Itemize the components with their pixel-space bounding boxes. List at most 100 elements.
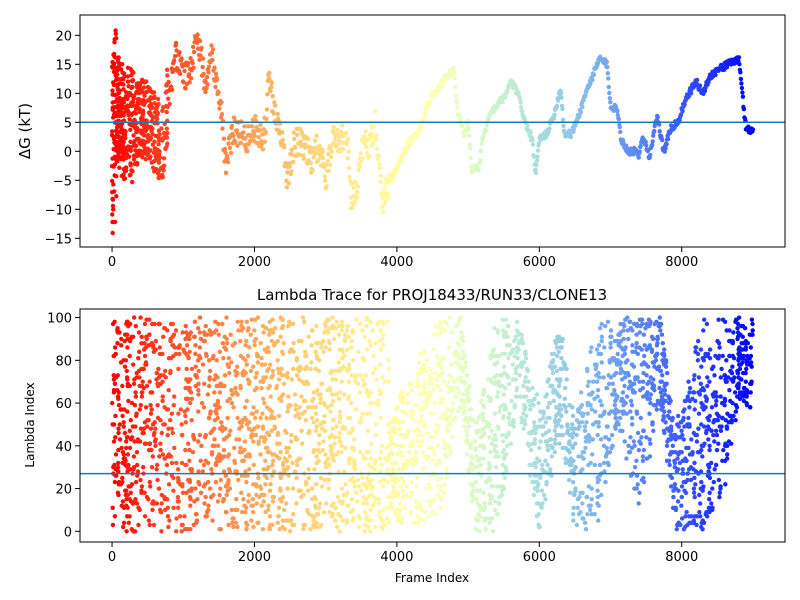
bottom-data-point (334, 424, 339, 429)
bottom-data-point (203, 494, 208, 500)
top-data-point (353, 181, 359, 186)
bottom-data-point (362, 522, 368, 528)
bottom-data-point (552, 450, 557, 455)
top-data-point (263, 130, 269, 135)
bottom-data-point (305, 488, 311, 493)
top-data-point (114, 36, 119, 41)
top-data-point (154, 114, 159, 119)
bottom-data-point (516, 341, 522, 346)
top-data-point (303, 145, 308, 150)
bottom-data-point (269, 409, 275, 414)
top-data-point (127, 154, 132, 159)
bottom-data-point (713, 390, 718, 395)
top-y-tick-label: 20 (55, 29, 72, 44)
bottom-data-point (315, 388, 320, 393)
bottom-data-point (599, 334, 605, 339)
bottom-data-point (297, 415, 302, 421)
top-data-point (422, 110, 428, 116)
top-data-point (153, 155, 159, 160)
bottom-data-point (450, 418, 455, 423)
bottom-data-point (364, 497, 369, 502)
bottom-data-point (492, 507, 498, 513)
bottom-data-point (112, 345, 118, 350)
top-data-point (114, 68, 120, 74)
bottom-data-point (487, 435, 492, 440)
bottom-data-point (119, 336, 124, 342)
top-data-point (519, 108, 525, 114)
bottom-data-point (403, 411, 409, 416)
bottom-data-point (377, 469, 383, 474)
bottom-data-point (186, 379, 191, 384)
bottom-data-point (736, 385, 741, 391)
bottom-data-point (281, 341, 286, 346)
bottom-data-point (400, 467, 405, 472)
bottom-data-point (137, 375, 142, 380)
bottom-data-point (148, 484, 153, 489)
bottom-data-point (246, 381, 252, 386)
bottom-data-point (339, 366, 344, 372)
bottom-data-point (397, 426, 403, 431)
bottom-data-point (129, 482, 135, 487)
bottom-data-point (734, 405, 740, 410)
bottom-data-point (293, 407, 299, 412)
top-data-point (379, 204, 385, 210)
bottom-data-point (520, 341, 526, 346)
bottom-data-point (559, 424, 564, 429)
bottom-data-point (332, 441, 337, 446)
bottom-data-point (128, 418, 133, 423)
bottom-data-point (266, 332, 272, 337)
bottom-data-point (159, 529, 164, 534)
bottom-data-point (605, 460, 611, 466)
bottom-data-point (545, 443, 550, 448)
top-data-point (238, 140, 244, 146)
bottom-data-point (378, 347, 384, 352)
bottom-data-point (490, 353, 495, 359)
bottom-data-point (147, 379, 152, 384)
bottom-data-point (557, 418, 562, 423)
bottom-data-point (238, 338, 243, 344)
top-data-point (346, 149, 351, 154)
top-x-tick-label: 2000 (238, 255, 271, 270)
bottom-data-point (487, 520, 492, 525)
bottom-data-point (374, 377, 379, 382)
bottom-data-point (237, 450, 242, 455)
top-data-point (122, 132, 128, 137)
bottom-data-point (253, 375, 258, 380)
bottom-data-point (276, 514, 281, 519)
bottom-data-point (641, 479, 647, 485)
bottom-data-point (254, 492, 259, 498)
bottom-data-point (682, 407, 687, 412)
bottom-data-point (214, 328, 219, 333)
bottom-data-point (517, 373, 523, 378)
bottom-data-point (570, 445, 576, 451)
top-data-point (295, 132, 300, 137)
top-data-point (243, 136, 248, 141)
bottom-data-point (424, 405, 429, 410)
bottom-data-point (147, 317, 152, 322)
top-data-point (291, 130, 296, 135)
bottom-data-point (166, 356, 172, 361)
bottom-data-point (413, 450, 419, 455)
bottom-data-point (489, 428, 494, 433)
bottom-data-point (686, 445, 691, 451)
bottom-data-point (169, 473, 175, 478)
bottom-data-point (313, 428, 319, 433)
bottom-data-point (306, 475, 311, 481)
top-data-point (264, 116, 269, 122)
bottom-data-point (137, 407, 142, 412)
bottom-data-point (264, 349, 269, 354)
bottom-data-point (342, 469, 347, 474)
top-y-tick-label: 5 (64, 116, 72, 131)
top-data-point (131, 70, 136, 75)
bottom-data-point (580, 501, 585, 506)
bottom-data-point (212, 390, 217, 395)
bottom-data-point (501, 439, 506, 444)
bottom-data-point (590, 422, 596, 427)
bottom-data-point (126, 484, 131, 489)
bottom-data-point (440, 413, 445, 419)
bottom-data-point (341, 424, 346, 429)
bottom-data-point (147, 479, 152, 485)
bottom-data-point (169, 411, 175, 416)
bottom-data-point (712, 467, 717, 472)
bottom-data-point (642, 343, 647, 348)
